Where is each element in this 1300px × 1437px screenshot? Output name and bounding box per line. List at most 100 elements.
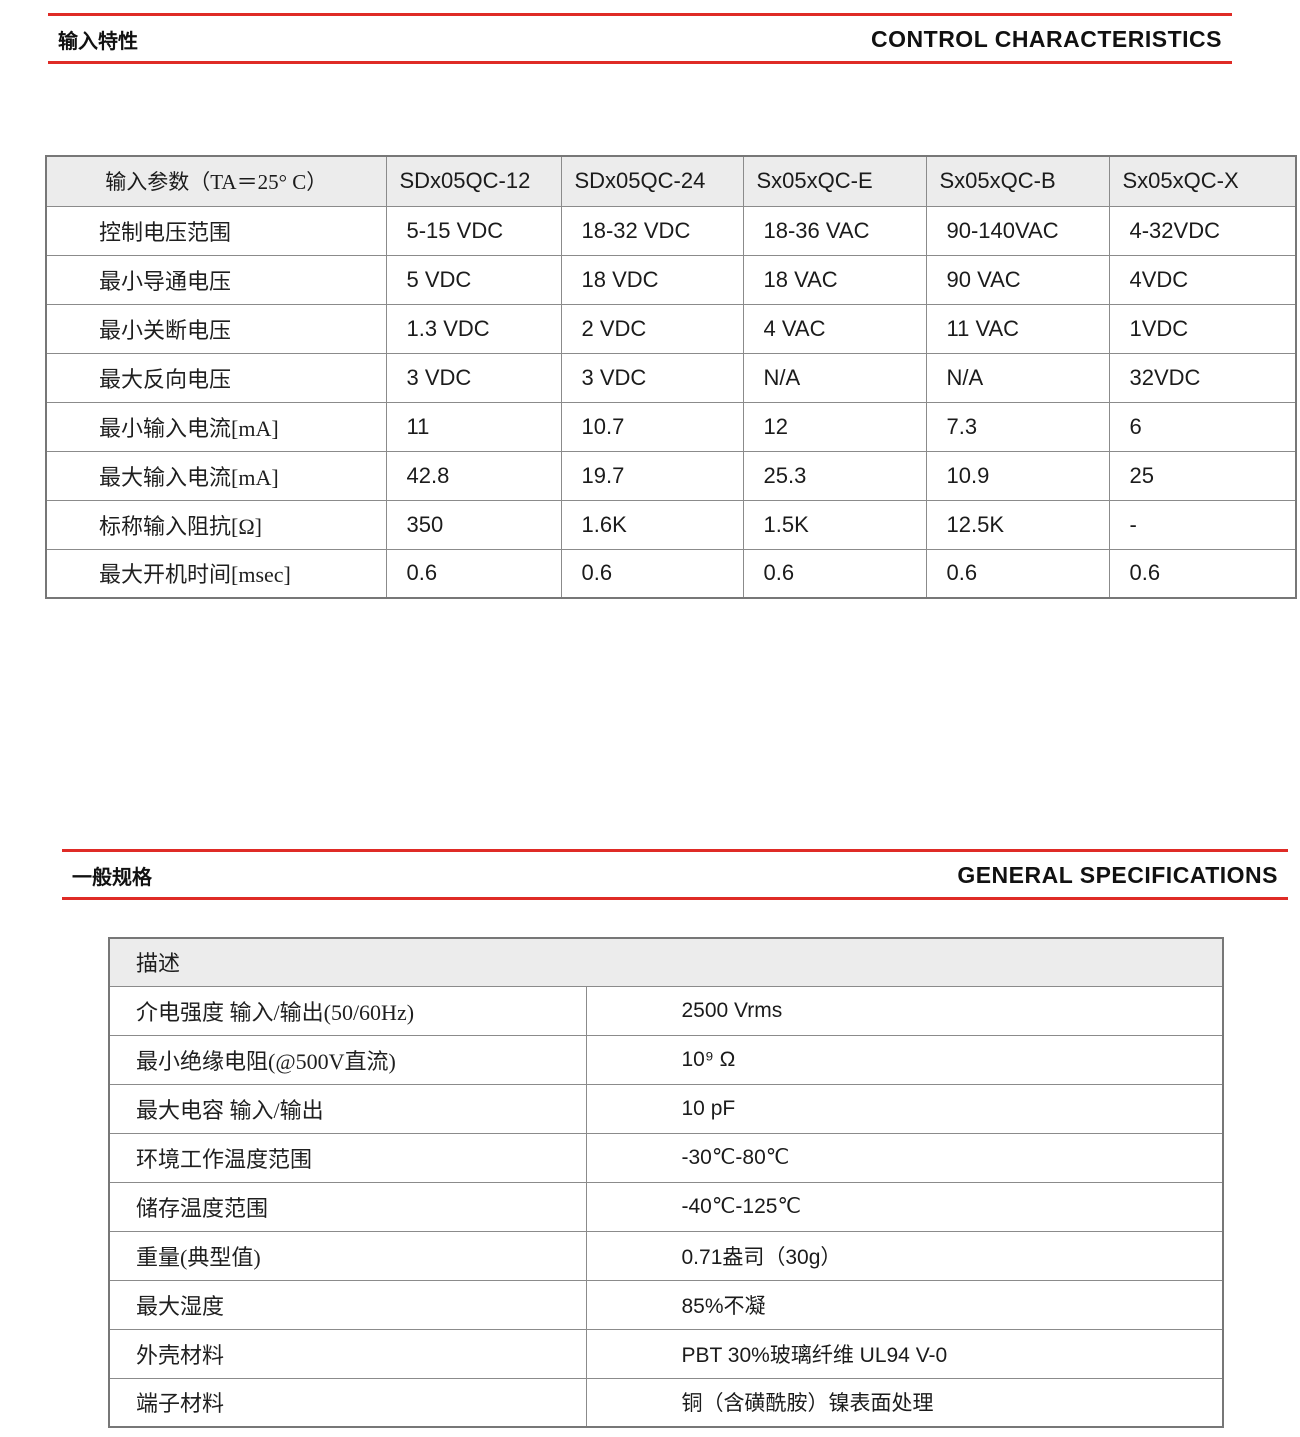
param-label: 标称输入阻抗[Ω] <box>45 499 387 550</box>
param-value: 12.5K <box>925 499 1110 550</box>
param-value: 90 VAC <box>925 254 1110 305</box>
param-value: 0.6 <box>385 548 562 599</box>
spec-label: 环境工作温度范围 <box>108 1132 587 1183</box>
general-specifications-table: 描述 介电强度 输入/输出(50/60Hz) 2500 Vrms 最小绝缘电阻(… <box>108 937 1224 1428</box>
param-value: 19.7 <box>560 450 744 501</box>
spec-value: -40℃-125℃ <box>585 1181 1224 1232</box>
table1-row: 最小导通电压 5 VDC 18 VDC 18 VAC 90 VAC 4VDC <box>45 254 1297 305</box>
param-value: 5-15 VDC <box>385 205 562 256</box>
param-label: 最小关断电压 <box>45 303 387 354</box>
param-value: 12 <box>742 401 927 452</box>
param-value: 90-140VAC <box>925 205 1110 256</box>
spec-value: 0.71盎司（30g） <box>585 1230 1224 1281</box>
section-title-row: 一般规格 GENERAL SPECIFICATIONS <box>62 852 1288 897</box>
param-value: 3 VDC <box>560 352 744 403</box>
table2-row: 最大湿度 85%不凝 <box>108 1279 1224 1330</box>
table1-row: 控制电压范围 5-15 VDC 18-32 VDC 18-36 VAC 90-1… <box>45 205 1297 256</box>
param-label: 最大开机时间[msec] <box>45 548 387 599</box>
table1-header-model-5: Sx05xQC-X <box>1108 155 1297 207</box>
param-value: 25.3 <box>742 450 927 501</box>
param-label: 最小输入电流[mA] <box>45 401 387 452</box>
table1-row: 最大开机时间[msec] 0.6 0.6 0.6 0.6 0.6 <box>45 548 1297 599</box>
param-value: N/A <box>925 352 1110 403</box>
table2-header-row: 描述 <box>108 937 1224 987</box>
param-value: 18 VDC <box>560 254 744 305</box>
param-value: 1.3 VDC <box>385 303 562 354</box>
table1-row: 最小关断电压 1.3 VDC 2 VDC 4 VAC 11 VAC 1VDC <box>45 303 1297 354</box>
table1-row: 标称输入阻抗[Ω] 350 1.6K 1.5K 12.5K - <box>45 499 1297 550</box>
param-value: 18-32 VDC <box>560 205 744 256</box>
spec-label: 最小绝缘电阻(@500V直流) <box>108 1034 587 1085</box>
table1-header-model-4: Sx05xQC-B <box>925 155 1110 207</box>
table2-row: 储存温度范围 -40℃-125℃ <box>108 1181 1224 1232</box>
table1-row: 最大反向电压 3 VDC 3 VDC N/A N/A 32VDC <box>45 352 1297 403</box>
param-value: 0.6 <box>925 548 1110 599</box>
spec-value: PBT 30%玻璃纤维 UL94 V-0 <box>585 1328 1224 1379</box>
table2-row: 端子材料 铜（含磺酰胺）镍表面处理 <box>108 1377 1224 1428</box>
section-header-control-characteristics: 输入特性 CONTROL CHARACTERISTICS <box>48 13 1232 64</box>
table2-row: 介电强度 输入/输出(50/60Hz) 2500 Vrms <box>108 985 1224 1036</box>
table1-header-model-1: SDx05QC-12 <box>385 155 562 207</box>
spec-value: 2500 Vrms <box>585 985 1224 1036</box>
param-value: 0.6 <box>1108 548 1297 599</box>
table1-header-param: 输入参数（TA＝25° C） <box>45 155 387 207</box>
param-value: 32VDC <box>1108 352 1297 403</box>
spec-label: 介电强度 输入/输出(50/60Hz) <box>108 985 587 1036</box>
param-value: 4-32VDC <box>1108 205 1297 256</box>
param-value: 25 <box>1108 450 1297 501</box>
input-parameters-table: 输入参数（TA＝25° C） SDx05QC-12 SDx05QC-24 Sx0… <box>45 155 1297 599</box>
param-value: 4 VAC <box>742 303 927 354</box>
table1-header-model-2: SDx05QC-24 <box>560 155 744 207</box>
table1-row: 最大输入电流[mA] 42.8 19.7 25.3 10.9 25 <box>45 450 1297 501</box>
param-value: 350 <box>385 499 562 550</box>
red-rule <box>62 897 1288 900</box>
param-value: 0.6 <box>742 548 927 599</box>
param-label: 最大输入电流[mA] <box>45 450 387 501</box>
table1-header-row: 输入参数（TA＝25° C） SDx05QC-12 SDx05QC-24 Sx0… <box>45 155 1297 207</box>
spec-value: 10 pF <box>585 1083 1224 1134</box>
spec-value: 85%不凝 <box>585 1279 1224 1330</box>
red-rule <box>48 61 1232 64</box>
param-value: 5 VDC <box>385 254 562 305</box>
param-value: 4VDC <box>1108 254 1297 305</box>
section-title-zh: 一般规格 <box>72 867 152 889</box>
section-title-zh: 输入特性 <box>58 31 138 53</box>
param-value: 3 VDC <box>385 352 562 403</box>
table1-row: 最小输入电流[mA] 11 10.7 12 7.3 6 <box>45 401 1297 452</box>
spec-label: 储存温度范围 <box>108 1181 587 1232</box>
table2-row: 重量(典型值) 0.71盎司（30g） <box>108 1230 1224 1281</box>
param-value: 2 VDC <box>560 303 744 354</box>
table2-row: 最小绝缘电阻(@500V直流) 10⁹ Ω <box>108 1034 1224 1085</box>
param-value: 0.6 <box>560 548 744 599</box>
red-rule <box>62 849 1288 852</box>
param-value: 11 <box>385 401 562 452</box>
param-value: 1VDC <box>1108 303 1297 354</box>
param-value: N/A <box>742 352 927 403</box>
table1-header-model-3: Sx05xQC-E <box>742 155 927 207</box>
spec-label: 端子材料 <box>108 1377 587 1428</box>
spec-value: 10⁹ Ω <box>585 1034 1224 1085</box>
table2-row: 环境工作温度范围 -30℃-80℃ <box>108 1132 1224 1183</box>
param-value: 10.7 <box>560 401 744 452</box>
spec-value: -30℃-80℃ <box>585 1132 1224 1183</box>
param-value: 18-36 VAC <box>742 205 927 256</box>
section-title-en: GENERAL SPECIFICATIONS <box>957 862 1278 888</box>
table2-row: 最大电容 输入/输出 10 pF <box>108 1083 1224 1134</box>
param-label: 最大反向电压 <box>45 352 387 403</box>
param-label: 最小导通电压 <box>45 254 387 305</box>
param-value: 1.6K <box>560 499 744 550</box>
param-value: 6 <box>1108 401 1297 452</box>
section-header-general-specifications: 一般规格 GENERAL SPECIFICATIONS <box>62 849 1288 900</box>
section-title-row: 输入特性 CONTROL CHARACTERISTICS <box>48 16 1232 61</box>
section-title-en: CONTROL CHARACTERISTICS <box>871 26 1222 52</box>
param-value: 11 VAC <box>925 303 1110 354</box>
param-value: 7.3 <box>925 401 1110 452</box>
spec-label: 最大电容 输入/输出 <box>108 1083 587 1134</box>
spec-label: 外壳材料 <box>108 1328 587 1379</box>
param-value: 42.8 <box>385 450 562 501</box>
param-value: 10.9 <box>925 450 1110 501</box>
param-value: 18 VAC <box>742 254 927 305</box>
spec-value: 铜（含磺酰胺）镍表面处理 <box>585 1377 1224 1428</box>
spec-label: 最大湿度 <box>108 1279 587 1330</box>
red-rule <box>48 13 1232 16</box>
